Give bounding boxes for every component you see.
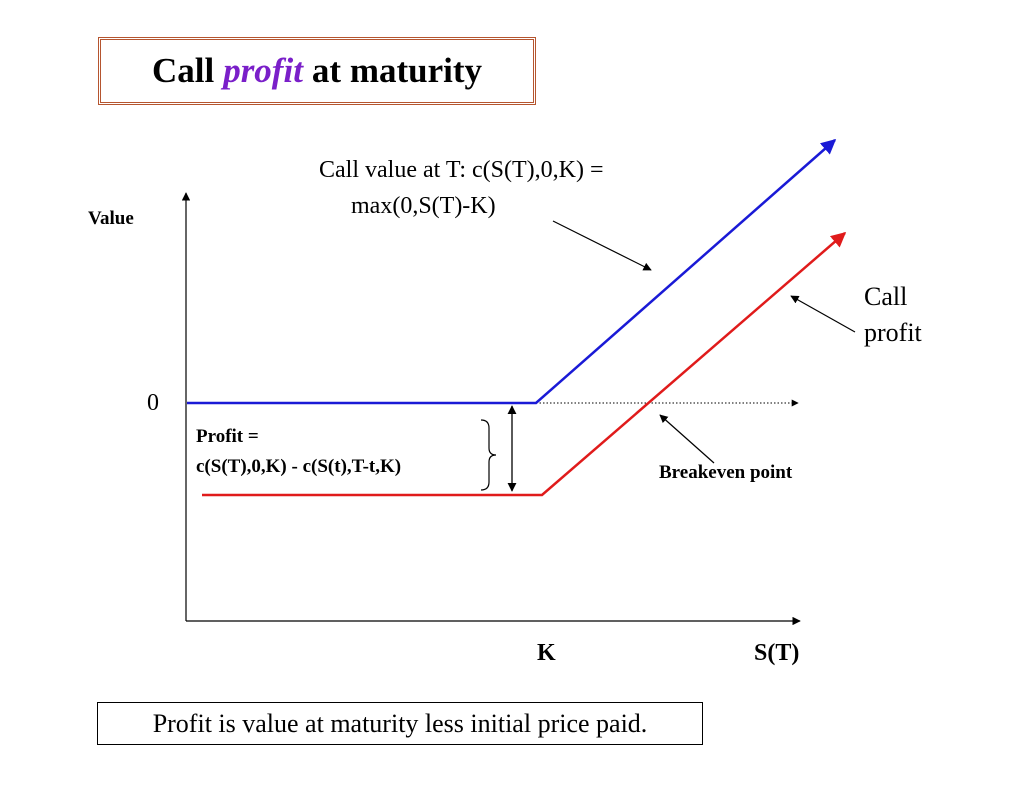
call-value-label-line1: Call value at T: c(S(T),0,K) = [319, 157, 604, 183]
x-axis-label: S(T) [754, 640, 800, 666]
call-profit-label-line1: Call [864, 282, 908, 311]
profit-formula-line2: c(S(T),0,K) - c(S(t),T-t,K) [196, 456, 402, 477]
call-profit-line [202, 232, 847, 497]
y-axis-label: Value [88, 208, 134, 229]
breakeven-pointer [659, 414, 715, 464]
zero-label: 0 [147, 390, 159, 416]
title-before: Call [151, 51, 215, 90]
title-after: at maturity [311, 51, 483, 90]
call-value-line [187, 139, 837, 405]
call-value-pointer [552, 220, 652, 271]
breakeven-label: Breakeven point [659, 462, 793, 483]
call-profit-label-line2: profit [864, 318, 922, 347]
title-emphasis: profit [223, 51, 303, 90]
summary-note: Profit is value at maturity less initial… [97, 702, 703, 745]
call-value-label-line2: max(0,S(T)-K) [351, 193, 496, 219]
profit-formula-line1: Profit = [196, 426, 259, 447]
premium-brace [480, 419, 497, 491]
title-box: Call profit at maturity [98, 37, 536, 105]
strike-label: K [537, 640, 556, 666]
call-profit-pointer [790, 295, 856, 333]
